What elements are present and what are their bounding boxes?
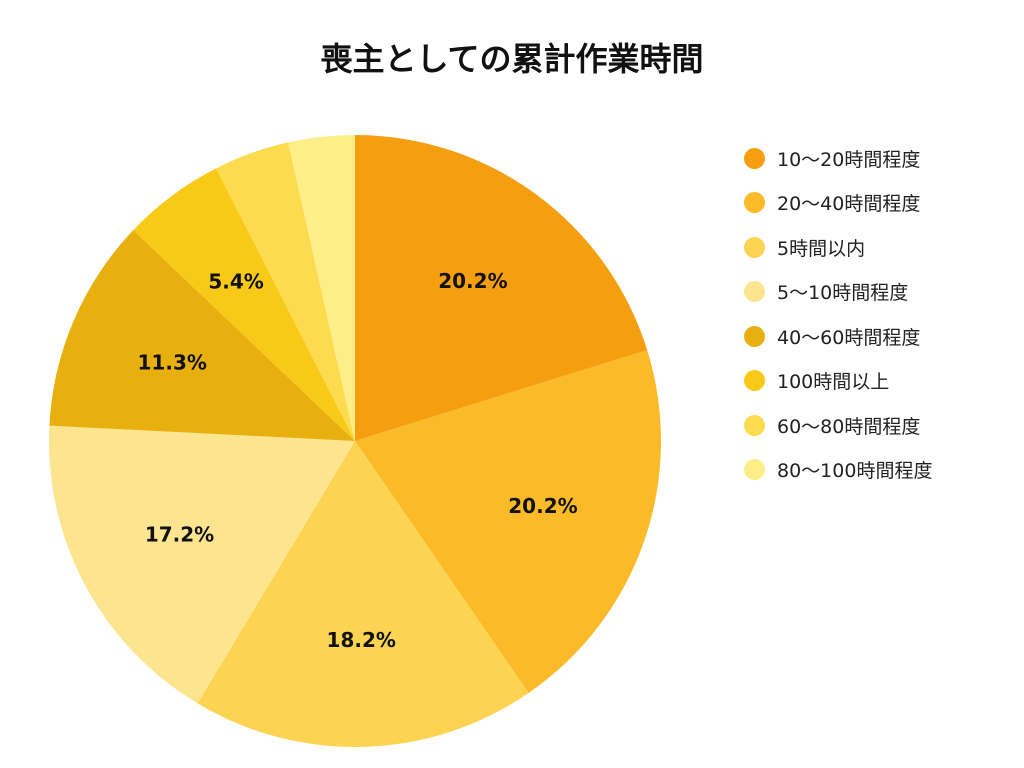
- pie-slice: [216, 142, 355, 441]
- legend-item: 5時間以内: [744, 225, 932, 270]
- data-label: 5.4%: [208, 270, 263, 294]
- legend-swatch: [744, 325, 765, 347]
- legend-item: 100時間以上: [744, 359, 932, 404]
- legend-swatch: [744, 147, 765, 169]
- legend-label: 80〜100時間程度: [777, 460, 933, 483]
- data-label: 11.3%: [138, 351, 207, 375]
- chart-title: 喪主としての累計作業時間: [320, 40, 704, 78]
- legend-swatch: [744, 459, 765, 481]
- pie-slice: [355, 135, 648, 441]
- pie-slice: [355, 350, 661, 694]
- data-label: 20.2%: [508, 494, 577, 518]
- legend-label: 100時間以上: [777, 371, 890, 394]
- pie-slice: [197, 441, 529, 747]
- pie-slice: [133, 168, 355, 442]
- legend-swatch: [744, 192, 765, 214]
- data-label: 20.2%: [438, 269, 507, 293]
- legend-swatch: [744, 370, 765, 392]
- legend-label: 5〜10時間程度: [777, 282, 909, 305]
- legend: 10〜20時間程度 20〜40時間程度 5時間以内 5〜10時間程度 40〜60時間程度…: [744, 136, 932, 492]
- legend-item: 20〜40時間程度: [744, 181, 932, 226]
- data-label: 17.2%: [145, 523, 214, 547]
- legend-item: 10〜20時間程度: [744, 136, 932, 181]
- legend-item: 40〜60時間程度: [744, 314, 932, 359]
- legend-label: 10〜20時間程度: [777, 148, 921, 171]
- legend-label: 60〜80時間程度: [777, 415, 921, 438]
- legend-label: 5時間以内: [777, 237, 866, 260]
- legend-item: 60〜80時間程度: [744, 403, 932, 448]
- pie-slice: [49, 230, 356, 441]
- legend-swatch: [744, 281, 765, 303]
- pie-slice: [48, 425, 355, 704]
- pie-slice: [288, 135, 355, 441]
- legend-label: 20〜40時間程度: [777, 193, 921, 216]
- legend-swatch: [744, 414, 765, 436]
- legend-swatch: [744, 236, 765, 258]
- legend-item: 80〜100時間程度: [744, 448, 932, 493]
- legend-item: 5〜10時間程度: [744, 270, 932, 315]
- data-label: 18.2%: [327, 628, 396, 652]
- legend-label: 40〜60時間程度: [777, 326, 921, 349]
